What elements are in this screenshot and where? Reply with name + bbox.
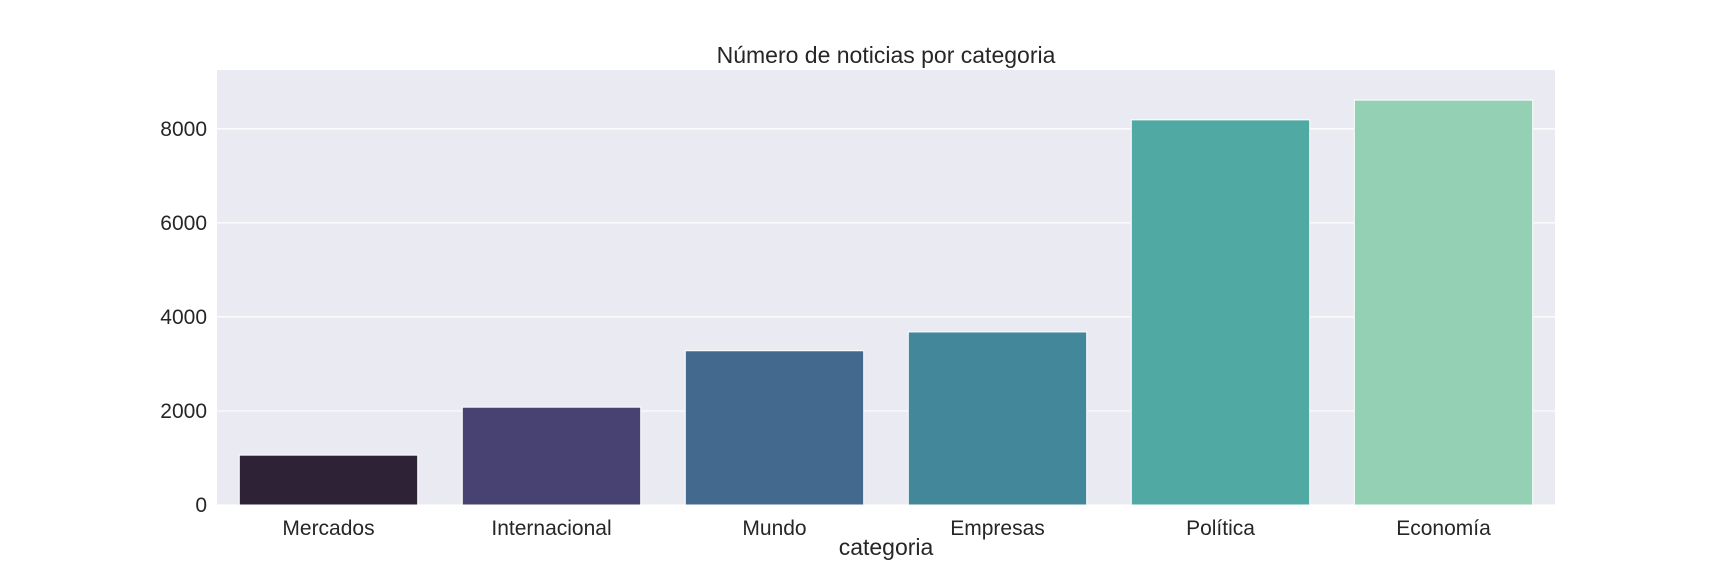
y-axis-ticks: 0 2000 4000 6000 8000 <box>160 118 207 517</box>
x-tick-label: Política <box>1186 517 1255 540</box>
x-axis-label: categoria <box>839 534 934 560</box>
bar-mercados <box>238 454 419 506</box>
bars <box>238 99 1534 506</box>
y-tick-label: 0 <box>195 494 207 517</box>
grid-lines <box>217 128 1555 506</box>
bar-empresas <box>907 331 1088 506</box>
bar-economía <box>1353 99 1534 506</box>
x-tick-label: Mundo <box>742 517 806 540</box>
y-tick-label: 2000 <box>160 400 207 423</box>
bar-internacional <box>461 406 642 506</box>
y-tick-label: 8000 <box>160 118 207 141</box>
y-tick-label: 6000 <box>160 212 207 235</box>
chart-title: Número de noticias por categoria <box>717 42 1056 68</box>
x-tick-label: Mercados <box>282 517 374 540</box>
x-tick-label: Empresas <box>950 517 1045 540</box>
bar-política <box>1130 119 1311 506</box>
plot-area <box>217 70 1555 505</box>
y-tick-label: 4000 <box>160 306 207 329</box>
bar-mundo <box>684 350 865 506</box>
x-axis-ticks: Mercados Internacional Mundo Empresas Políti… <box>282 517 1491 540</box>
x-tick-label: Economía <box>1396 517 1491 540</box>
x-tick-label: Internacional <box>491 517 611 540</box>
